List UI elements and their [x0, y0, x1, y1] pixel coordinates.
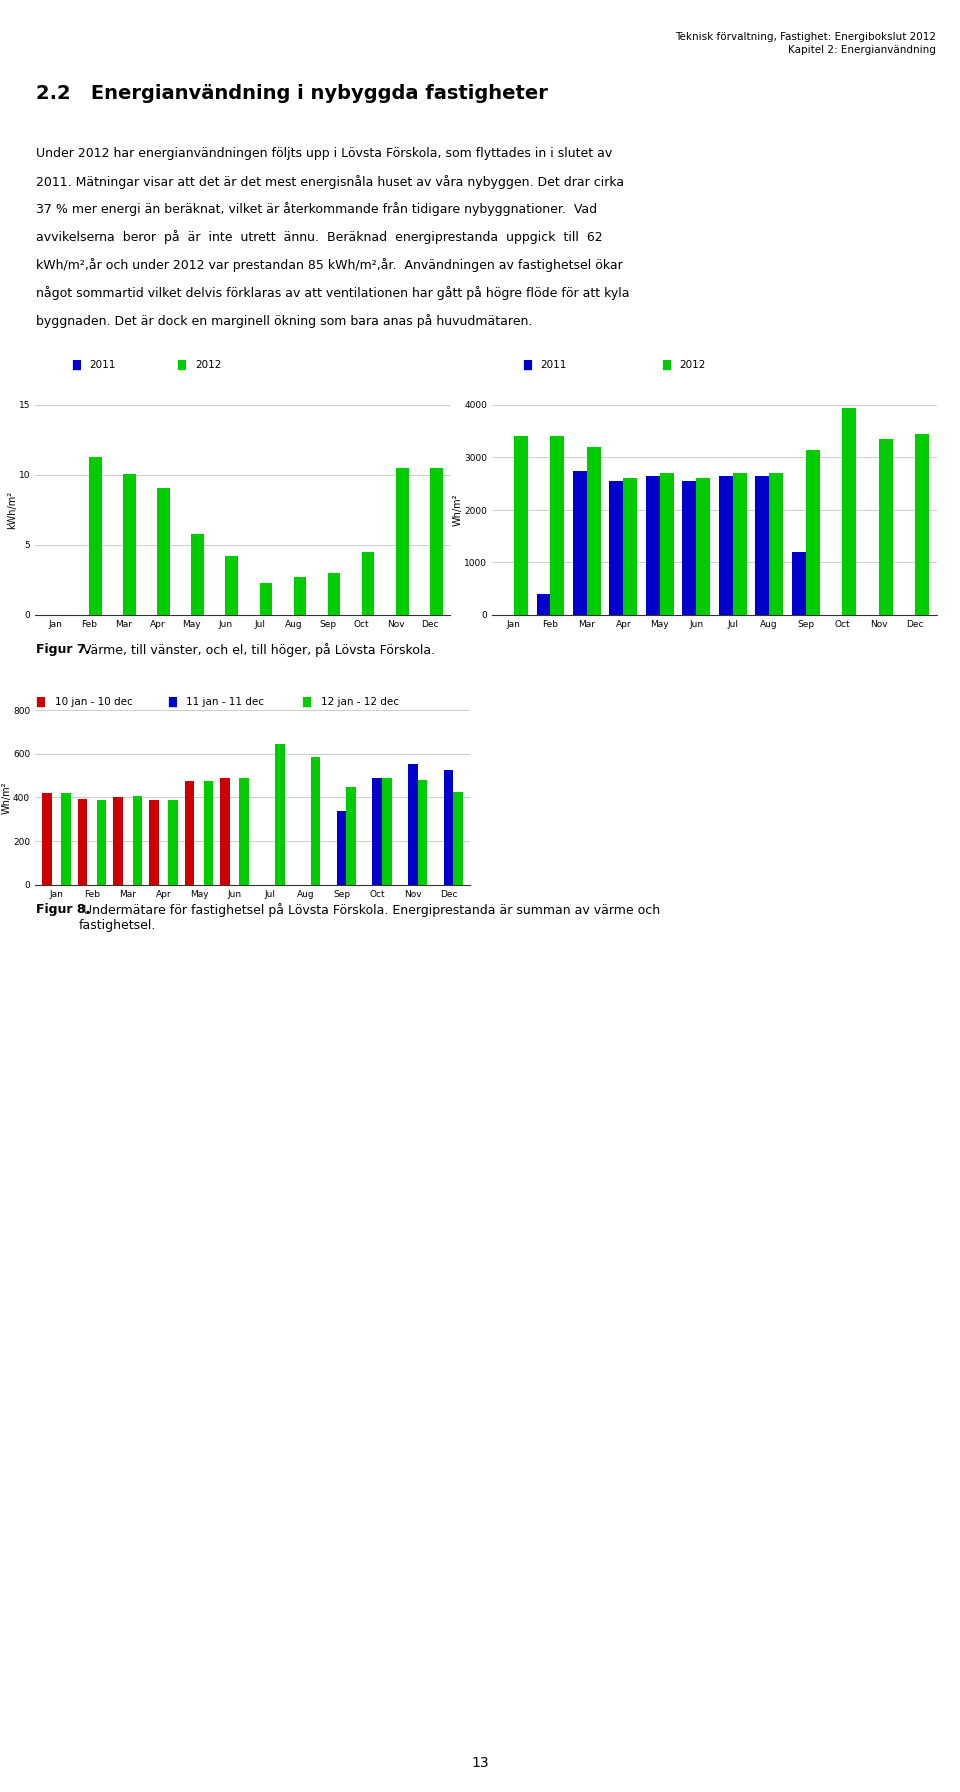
Bar: [756, 477, 769, 615]
Bar: [382, 778, 392, 885]
Bar: [610, 480, 623, 615]
Bar: [660, 473, 674, 615]
Text: 2011. Mätningar visar att det är det mest energisnåla huset av våra nybyggen. De: 2011. Mätningar visar att det är det mes…: [36, 174, 625, 188]
Bar: [537, 593, 550, 615]
Bar: [42, 794, 52, 885]
Text: avvikelserna  beror  på  är  inte  utrett  ännu.  Beräknad  energiprestanda  upp: avvikelserna beror på är inte utrett änn…: [36, 229, 603, 244]
Text: 2011: 2011: [540, 360, 566, 371]
Bar: [408, 763, 418, 885]
Text: kWh/m²,år och under 2012 var prestandan 85 kWh/m²,år.  Användningen av fastighet: kWh/m²,år och under 2012 var prestandan …: [36, 258, 623, 272]
Bar: [226, 556, 238, 615]
Bar: [78, 799, 87, 885]
Text: Teknisk förvaltning, Fastighet: Energibokslut 2012: Teknisk förvaltning, Fastighet: Energibo…: [675, 32, 936, 43]
Text: 12 jan - 12 dec: 12 jan - 12 dec: [321, 697, 398, 708]
Bar: [550, 437, 564, 615]
Text: █: █: [72, 360, 80, 371]
Bar: [294, 577, 306, 615]
Bar: [311, 756, 321, 885]
Bar: [514, 437, 528, 615]
Text: 37 % mer energi än beräknat, vilket är återkommande från tidigare nybyggnationer: 37 % mer energi än beräknat, vilket är å…: [36, 202, 598, 217]
Bar: [362, 552, 374, 615]
Bar: [646, 477, 660, 615]
Text: 10 jan - 10 dec: 10 jan - 10 dec: [55, 697, 132, 708]
Bar: [453, 792, 463, 885]
Bar: [418, 780, 427, 885]
Bar: [327, 573, 341, 615]
Bar: [429, 468, 443, 615]
Text: 13: 13: [471, 1756, 489, 1770]
Bar: [792, 552, 805, 615]
Text: något sommartid vilket delvis förklaras av att ventilationen har gått på högre f: något sommartid vilket delvis förklaras …: [36, 285, 630, 299]
Bar: [113, 797, 123, 885]
Bar: [805, 450, 820, 615]
Bar: [157, 487, 170, 615]
Bar: [204, 781, 213, 885]
Text: █: █: [662, 360, 670, 371]
Text: █: █: [302, 697, 310, 708]
Y-axis label: Wh/m²: Wh/m²: [2, 781, 12, 814]
Bar: [915, 434, 929, 615]
Bar: [97, 799, 107, 885]
Bar: [878, 439, 893, 615]
Text: Figur 7.: Figur 7.: [36, 643, 91, 656]
Bar: [347, 787, 356, 885]
Y-axis label: Wh/m²: Wh/m²: [453, 495, 463, 527]
Text: █: █: [523, 360, 531, 371]
Text: Undermätare för fastighetsel på Lövsta Förskola. Energiprestanda är summan av vä: Undermätare för fastighetsel på Lövsta F…: [79, 903, 660, 932]
Bar: [239, 778, 249, 885]
Text: █: █: [168, 697, 176, 708]
Bar: [89, 457, 103, 615]
Text: 2012: 2012: [195, 360, 221, 371]
Text: Kapitel 2: Energianvändning: Kapitel 2: Energianvändning: [788, 45, 936, 56]
Bar: [683, 480, 696, 615]
Text: Figur 8.: Figur 8.: [36, 903, 91, 916]
Text: Värme, till vänster, och el, till höger, på Lövsta Förskola.: Värme, till vänster, och el, till höger,…: [79, 643, 435, 658]
Bar: [396, 468, 409, 615]
Bar: [132, 796, 142, 885]
Bar: [337, 810, 347, 885]
Text: 2012: 2012: [680, 360, 706, 371]
Text: 2011: 2011: [89, 360, 115, 371]
Bar: [276, 744, 285, 885]
Bar: [124, 473, 136, 615]
Bar: [573, 471, 587, 615]
Bar: [168, 799, 178, 885]
Bar: [372, 778, 382, 885]
Text: 2.2   Energianvändning i nybyggda fastigheter: 2.2 Energianvändning i nybyggda fastighe…: [36, 84, 548, 104]
Bar: [769, 473, 783, 615]
Bar: [220, 778, 229, 885]
Text: █: █: [36, 697, 44, 708]
Bar: [184, 781, 194, 885]
Text: █: █: [178, 360, 185, 371]
Bar: [719, 477, 732, 615]
Bar: [623, 478, 637, 615]
Bar: [696, 478, 710, 615]
Bar: [587, 446, 601, 615]
Text: Under 2012 har energianvändningen följts upp i Lövsta Förskola, som flyttades in: Under 2012 har energianvändningen följts…: [36, 147, 612, 159]
Bar: [149, 799, 158, 885]
Bar: [259, 582, 273, 615]
Bar: [191, 534, 204, 615]
Bar: [61, 794, 71, 885]
Bar: [842, 407, 856, 615]
Bar: [444, 771, 453, 885]
Text: 11 jan - 11 dec: 11 jan - 11 dec: [186, 697, 264, 708]
Y-axis label: kWh/m²: kWh/m²: [8, 491, 17, 529]
Text: byggnaden. Det är dock en marginell ökning som bara anas på huvudmätaren.: byggnaden. Det är dock en marginell ökni…: [36, 314, 533, 328]
Bar: [732, 473, 747, 615]
